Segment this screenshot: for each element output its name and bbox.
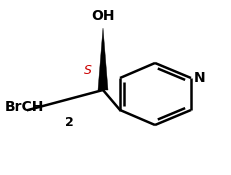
Text: 2: 2	[65, 116, 74, 129]
Polygon shape	[98, 28, 108, 90]
Text: S: S	[84, 64, 92, 76]
Text: BrCH: BrCH	[5, 100, 44, 114]
Text: OH: OH	[91, 9, 115, 23]
Text: N: N	[194, 71, 206, 85]
